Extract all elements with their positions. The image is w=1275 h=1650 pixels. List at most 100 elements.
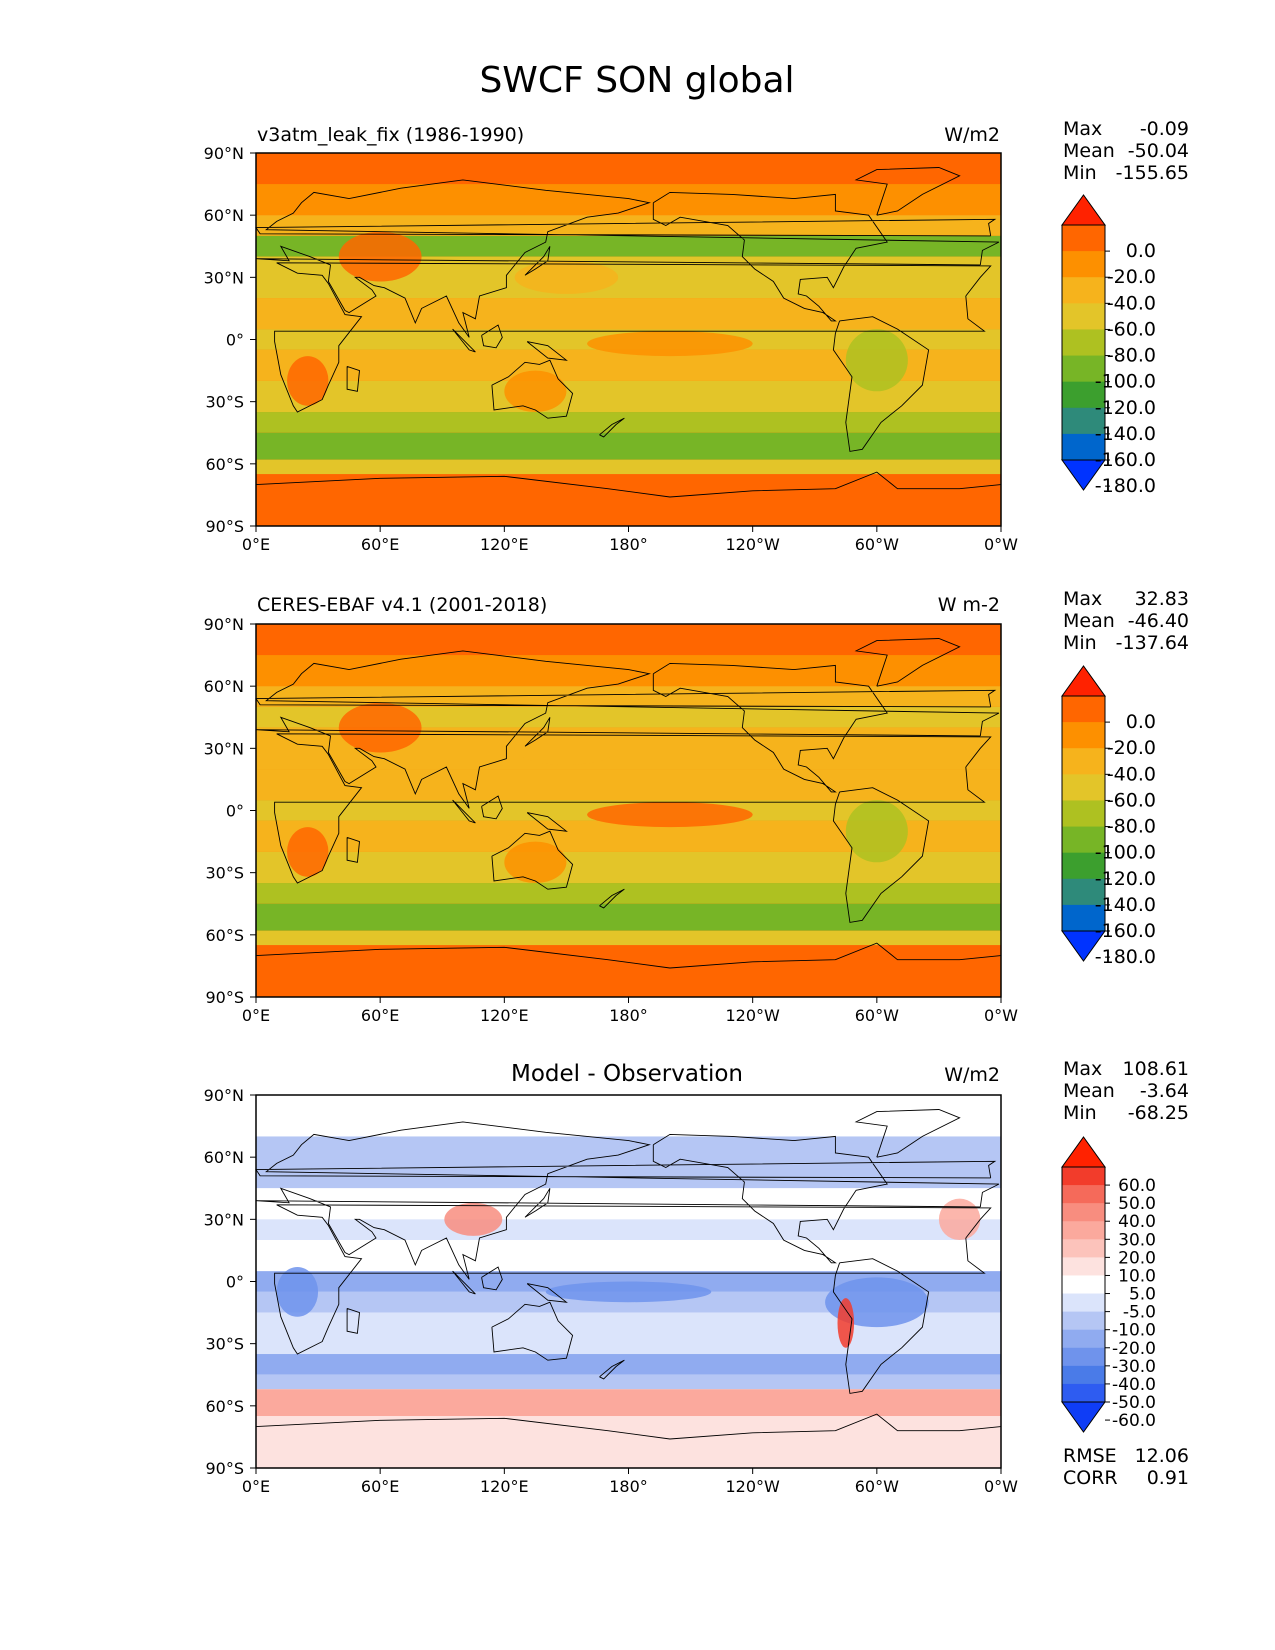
stat-max-value: 108.61 [1123,1058,1189,1080]
field-anomaly [514,260,619,294]
colorbar-tick-label: -60.0 [1107,789,1156,811]
colorbar-tick-label: -180.0 [1095,475,1156,497]
colorbar-tick-label: -100.0 [1095,842,1156,864]
stat-corr-label: CORR [1063,1467,1118,1489]
obs-panel: CERES-EBAF v4.1 (2001-2018) W m-2 Max 32… [204,588,1189,1025]
x-axis: 0°E 60°E 120°E 180° 120°W 60°W 0°W [242,526,1018,554]
colorbar-segment [1062,251,1105,278]
colorbar: 0.0 -20.0 -40.0 -60.0 -80.0 -100.0 -120.0 -140.… [1061,194,1156,497]
stat-min-value: -137.64 [1116,632,1189,654]
colorbar-segment [1062,225,1105,252]
colorbar-tick-label: 30.0 [1118,1230,1156,1250]
panel-title: Model - Observation [511,1061,743,1087]
colorbar-segment [1062,800,1105,828]
colorbar-segment [1062,904,1105,932]
colorbar-tick-label: -140.0 [1095,423,1156,445]
field-anomaly [276,1266,319,1317]
x-tick-label: 60°W [855,535,899,554]
zonal-band [256,1354,1001,1375]
model-panel: v3atm_leak_fix (1986-1990) W/m2 Max -0.0… [204,118,1189,554]
field-anomaly [504,370,567,413]
zonal-band [256,298,1001,330]
y-axis: 90°N 60°N 30°N 0° 30°S 60°S 90°S [204,144,256,536]
colorbar-extend-max [1061,665,1106,697]
y-tick-label: 90°S [205,988,244,1007]
x-tick-label: 0°E [242,535,270,554]
colorbar-segment [1062,1203,1105,1222]
colorbar-segment [1062,1311,1105,1331]
colorbar-segment [1062,1383,1105,1403]
stat-mean-label: Mean [1063,610,1115,632]
zonal-band [256,1389,1001,1417]
panel-title: v3atm_leak_fix (1986-1990) [257,124,524,146]
colorbar-segment [1062,329,1105,357]
field-anomaly [338,231,422,282]
x-tick-label: 0°E [242,1477,270,1496]
colorbar-tick-label: -50.0 [1112,1393,1156,1413]
stat-max-label: Max [1063,118,1102,140]
coastline [255,1109,1002,1440]
stat-min-label: Min [1063,632,1097,654]
colorbar-tick-label: -180.0 [1095,946,1156,968]
colorbar-tick-label: -140.0 [1095,894,1156,916]
stat-rmse-label: RMSE [1063,1445,1117,1467]
stat-mean-value: -50.04 [1128,140,1189,162]
zonal-band [256,1374,1001,1390]
field-anomaly [504,841,567,884]
zonal-band [256,153,1001,185]
colorbar-segment [1062,277,1105,304]
colorbar-tick-label: -160.0 [1095,920,1156,942]
y-tick-label: 30°S [205,1335,244,1354]
colorbar-tick-label: -10.0 [1112,1321,1156,1341]
panel-title: CERES-EBAF v4.1 (2001-2018) [257,594,547,616]
zonal-band [256,1095,1001,1137]
field-anomaly [287,827,329,877]
stat-max-label: Max [1063,1058,1102,1080]
y-tick-label: 60°N [204,1148,244,1167]
y-tick-label: 30°S [205,864,244,883]
coastline [255,638,1002,969]
stat-corr-value: 0.91 [1147,1467,1189,1489]
colorbar-segment [1062,355,1105,383]
zonal-band [256,945,1001,997]
colorbar-tick-label: 60.0 [1118,1176,1156,1196]
map-plot [255,152,1002,527]
stat-mean-value: -3.64 [1140,1080,1189,1102]
field-anomaly [338,702,422,753]
colorbar-tick-label: -40.0 [1107,763,1156,785]
field-anomaly [587,802,753,828]
field-anomaly [587,331,753,357]
field-anomaly [444,1202,503,1236]
colorbar-tick-label: -120.0 [1095,397,1156,419]
y-tick-label: 90°S [205,1459,244,1478]
colorbar: 0.0 -20.0 -40.0 -60.0 -80.0 -100.0 -120.0 -140.… [1061,665,1156,968]
colorbar-tick-label: 40.0 [1118,1212,1156,1232]
colorbar-segment [1062,1185,1105,1204]
y-tick-label: 60°S [205,1397,244,1416]
field-anomaly [938,1198,981,1241]
colorbar-frame [1061,224,1106,461]
colorbar-segment [1062,1257,1105,1276]
stat-max-label: Max [1063,588,1102,610]
stats-block: Max 108.61 Mean -3.64 Min -68.25 [1063,1058,1189,1124]
colorbar-tick-label: 0.0 [1126,711,1156,733]
stats-block: Max -0.09 Mean -50.04 Min -155.65 [1063,118,1189,184]
zonal-band [256,215,1001,236]
colorbar-segment [1062,748,1105,775]
colorbar-tick-label: -80.0 [1107,345,1156,367]
colorbar-tick-label: -40.0 [1112,1375,1156,1395]
y-tick-label: 30°N [204,739,244,758]
colorbar-segment [1062,774,1105,801]
y-axis: 90°N 60°N 30°N 0° 30°S 60°S 90°S [204,1086,256,1478]
x-tick-label: 60°W [855,1006,899,1025]
x-tick-label: 120°W [725,535,780,554]
stat-min-value: -155.65 [1116,162,1189,184]
colorbar-segment [1062,852,1105,880]
x-tick-label: 0°W [984,535,1018,554]
map-plot [255,1094,1002,1469]
zonal-band [256,412,1001,433]
zonal-band [256,459,1001,475]
field-anomaly [845,800,908,863]
colorbar-segment [1062,1221,1105,1240]
colorbar-segment [1062,696,1105,723]
